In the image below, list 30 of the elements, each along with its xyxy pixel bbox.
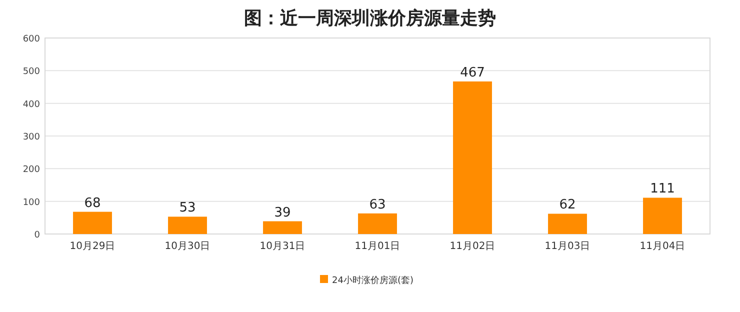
data-label: 68 (84, 196, 101, 211)
data-label: 53 (179, 200, 196, 216)
x-tick-label: 11月02日 (450, 241, 496, 252)
x-tick-label: 11月03日 (544, 241, 590, 252)
y-tick-label: 0 (34, 230, 40, 240)
x-tick-label: 10月31日 (260, 241, 306, 252)
bar (643, 198, 682, 234)
bar (263, 221, 302, 234)
y-tick-label: 200 (22, 165, 40, 176)
y-tick-label: 600 (22, 34, 40, 44)
bar (548, 214, 587, 234)
data-label: 111 (650, 182, 675, 197)
legend-label: 24小时涨价房源(套) (332, 275, 414, 286)
chart-title: 图：近一周深圳涨价房源量走势 (244, 8, 496, 29)
bar (168, 216, 207, 234)
y-tick-label: 400 (22, 100, 40, 110)
bar (453, 81, 492, 234)
data-label: 39 (274, 205, 291, 220)
bar (73, 212, 112, 234)
y-tick-label: 500 (22, 67, 40, 78)
y-tick-label: 100 (22, 198, 40, 208)
data-label: 63 (369, 197, 386, 212)
bar (358, 213, 397, 234)
x-tick-label: 11月01日 (354, 241, 400, 252)
data-label: 62 (559, 198, 576, 213)
x-tick-label: 10月30日 (164, 241, 210, 252)
x-tick-label: 10月29日 (70, 241, 116, 252)
y-tick-label: 300 (22, 132, 40, 142)
x-tick-label: 11月04日 (640, 241, 686, 252)
data-label: 467 (460, 65, 485, 80)
